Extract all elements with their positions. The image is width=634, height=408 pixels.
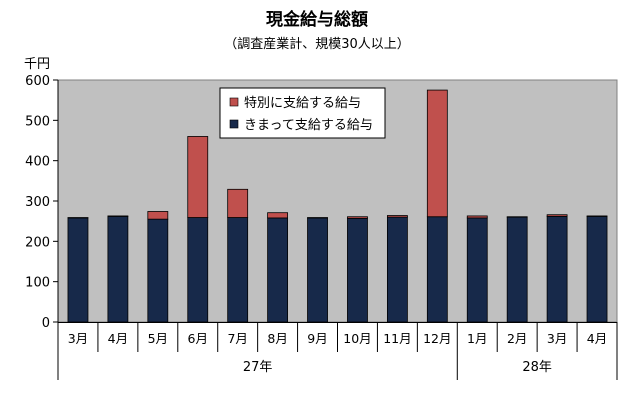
y-tick-label: 300 bbox=[25, 195, 50, 210]
bar-segment-regular bbox=[347, 217, 368, 323]
y-tick-label: 200 bbox=[25, 235, 50, 250]
y-tick-label: 100 bbox=[25, 276, 50, 291]
x-tick-label: 2月 bbox=[507, 331, 527, 346]
bar-segment-regular bbox=[506, 216, 528, 323]
legend-swatch bbox=[229, 97, 239, 107]
x-tick-label: 4月 bbox=[587, 331, 607, 346]
bar-segment-regular bbox=[187, 217, 209, 323]
chart-subtitle: （調査産業計、規模30人以上） bbox=[224, 36, 410, 52]
legend-swatch bbox=[229, 119, 239, 129]
bar-segment-regular bbox=[227, 217, 249, 323]
legend-label: 特別に支給する給与 bbox=[244, 96, 361, 111]
bar-segment-special bbox=[187, 136, 209, 218]
x-tick-label: 6月 bbox=[188, 331, 208, 346]
bar-segment-regular bbox=[386, 216, 408, 323]
bar-segment-special bbox=[426, 89, 448, 218]
y-tick-label: 600 bbox=[25, 74, 50, 89]
y-tick-label: 0 bbox=[42, 316, 50, 331]
x-tick-label: 8月 bbox=[267, 331, 287, 346]
x-tick-label: 11月 bbox=[383, 331, 411, 346]
bar-segment-special bbox=[466, 215, 488, 219]
bar-segment-special bbox=[386, 215, 408, 218]
x-tick-label: 3月 bbox=[547, 331, 567, 346]
x-tick-label: 4月 bbox=[108, 331, 128, 346]
chart-title: 現金給与総額 bbox=[266, 9, 368, 30]
bar-segment-regular bbox=[267, 217, 289, 323]
bar-segment-special bbox=[267, 212, 289, 219]
legend-label: きまって支給する給与 bbox=[244, 118, 373, 133]
x-tick-label: 5月 bbox=[148, 331, 168, 346]
year-group-label: 28年 bbox=[522, 360, 552, 375]
bar-segment-regular bbox=[67, 217, 89, 323]
x-tick-label: 10月 bbox=[343, 331, 371, 346]
bar-segment-regular bbox=[466, 217, 488, 323]
legend-box bbox=[219, 87, 386, 139]
bar-segment-special bbox=[546, 214, 568, 217]
bar-segment-regular bbox=[107, 215, 129, 323]
year-group-label: 27年 bbox=[243, 360, 273, 375]
bar-segment-regular bbox=[426, 216, 448, 323]
y-tick-label: 500 bbox=[25, 114, 50, 129]
y-axis-unit-label: 千円 bbox=[24, 57, 50, 72]
bar-segment-regular bbox=[147, 218, 169, 323]
x-tick-label: 3月 bbox=[68, 331, 88, 346]
bar-segment-regular bbox=[586, 215, 608, 323]
x-tick-label: 12月 bbox=[423, 331, 451, 346]
y-tick-label: 400 bbox=[25, 155, 50, 170]
bar-segment-special bbox=[227, 188, 249, 218]
x-tick-label: 7月 bbox=[227, 331, 247, 346]
x-tick-label: 1月 bbox=[467, 331, 487, 346]
bar-segment-regular bbox=[546, 215, 568, 323]
bar-segment-special bbox=[347, 216, 368, 219]
bar-segment-special bbox=[147, 211, 169, 220]
x-tick-label: 9月 bbox=[307, 331, 327, 346]
bar-segment-regular bbox=[307, 217, 328, 323]
